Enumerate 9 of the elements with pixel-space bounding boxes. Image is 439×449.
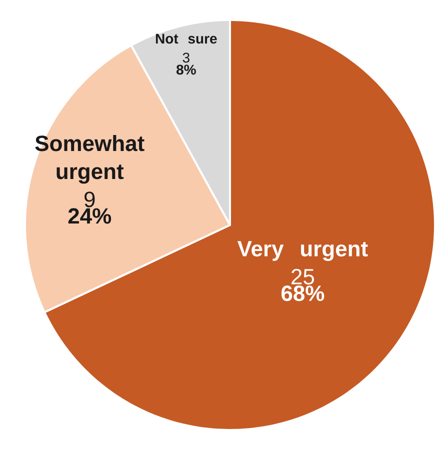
- data-label: 8%: [176, 64, 196, 75]
- text: 25: [292, 268, 314, 285]
- slice-label: Somewhat urgent: [35, 135, 144, 184]
- text: 3: [182, 52, 190, 63]
- slice-label: Not sure: [156, 34, 217, 44]
- text: 9: [84, 192, 95, 208]
- data-label: 24%: [68, 208, 112, 224]
- data-label: 68%: [281, 286, 324, 302]
- slice-label: Very urgent: [237, 241, 368, 261]
